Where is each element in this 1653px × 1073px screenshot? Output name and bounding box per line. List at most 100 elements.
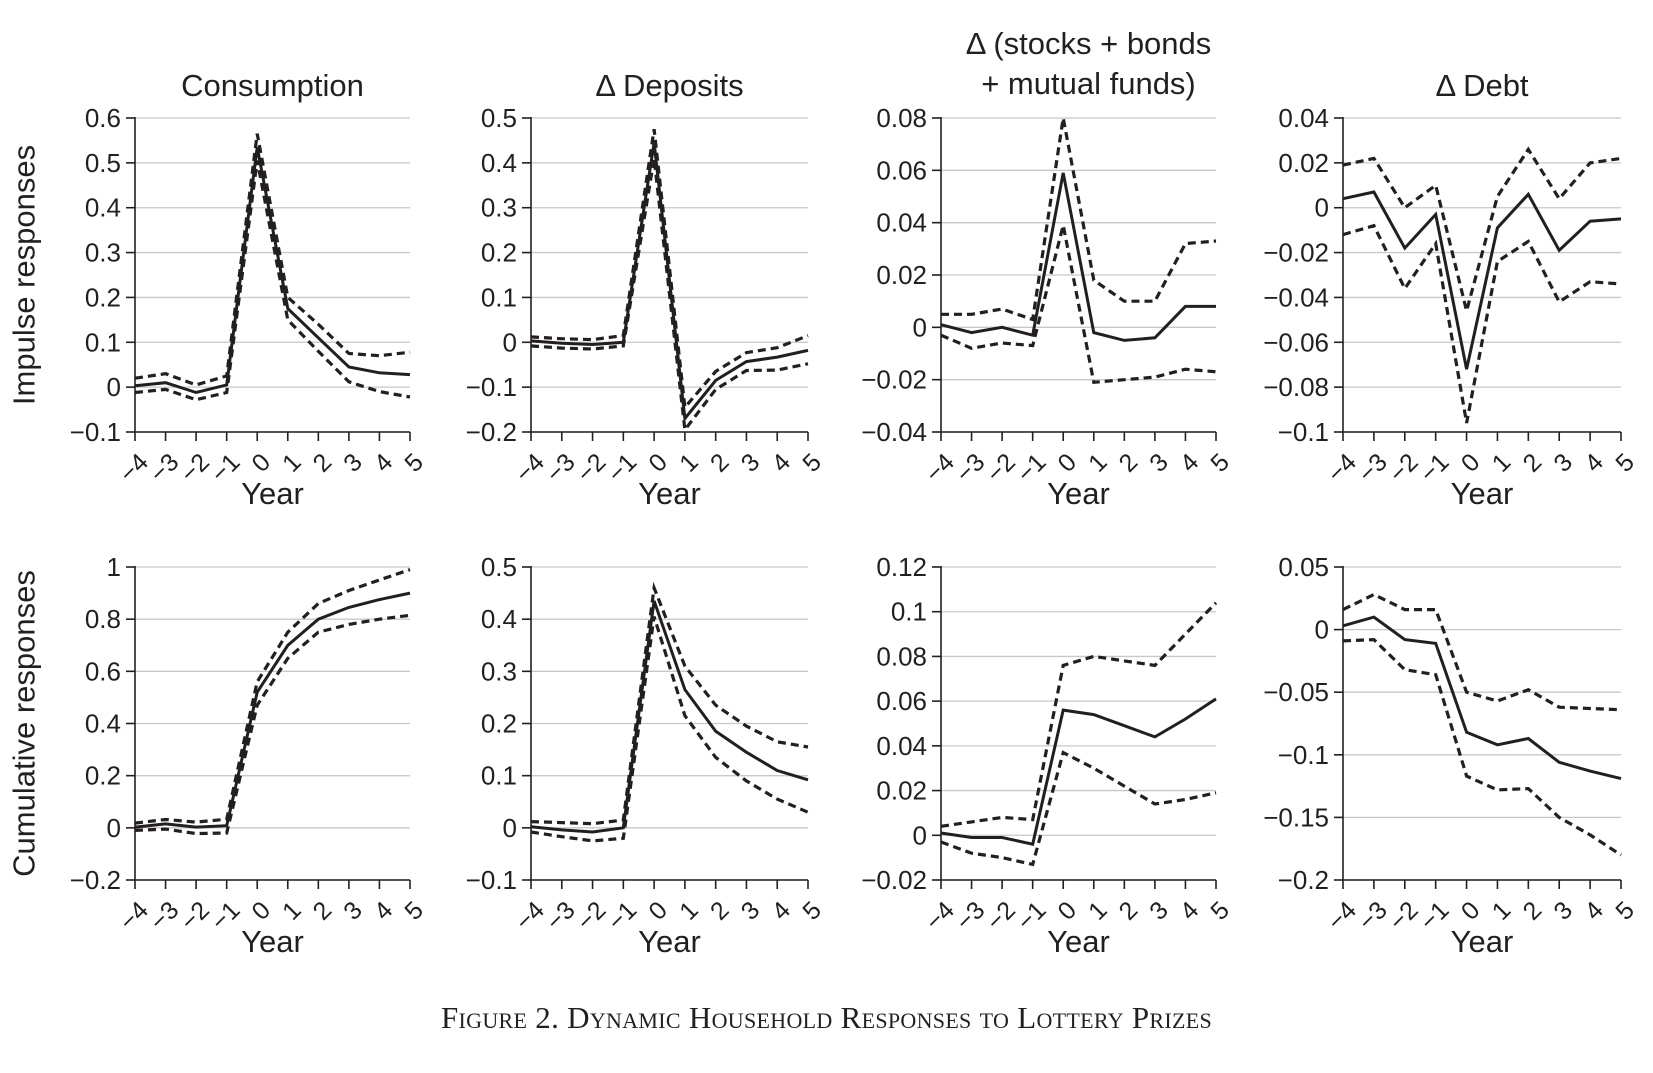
y-tick-label: −0.1	[466, 865, 517, 895]
panel-1: −0.100.10.20.30.40.50.6−4−3−2−1 0 1 2 3 4 5Yea…	[70, 68, 429, 511]
panel-4: −0.1−0.08−0.06−0.04−0.0200.020.04−4−3−2−…	[1263, 68, 1640, 511]
x-tick-label: 2	[1114, 448, 1144, 478]
y-tick-label: 0.3	[481, 656, 517, 686]
upper-bound-line	[530, 581, 809, 826]
x-axis-label: Year	[1047, 924, 1110, 959]
y-tick-label: 0	[503, 813, 517, 843]
x-tick-label: −1	[602, 896, 642, 936]
x-tick-label: 0	[246, 448, 276, 478]
x-tick-label: 1	[1487, 896, 1517, 926]
y-tick-label: 0	[1315, 193, 1329, 223]
y-tick-label: −0.2	[1278, 865, 1329, 895]
y-tick-label: 0.08	[876, 641, 927, 671]
y-tick-label: −0.1	[1278, 740, 1329, 770]
panel-title: Δ Deposits	[595, 68, 743, 103]
x-axis-label: Year	[1047, 476, 1110, 511]
row-label-cumulative: Cumulative responses	[7, 570, 42, 877]
y-tick-label: 0	[503, 327, 517, 357]
lower-bound-line	[940, 224, 1217, 385]
y-tick-label: 0.1	[481, 761, 517, 791]
panel-title: + mutual funds)	[981, 66, 1196, 101]
x-tick-label: 0	[1456, 448, 1486, 478]
x-tick-label: 5	[399, 448, 429, 478]
y-tick-label: 0.4	[85, 193, 121, 223]
x-tick-label: −1	[1012, 896, 1052, 936]
y-tick-label: 0.02	[876, 776, 927, 806]
y-tick-label: 0.2	[85, 282, 121, 312]
y-tick-label: −0.04	[1263, 282, 1329, 312]
x-tick-label: 4	[766, 448, 796, 478]
panel-title: Δ (stocks + bonds	[966, 26, 1212, 61]
x-tick-label: 5	[1205, 448, 1235, 478]
figure-caption: Figure 2. Dynamic Household Responses to…	[440, 1000, 1213, 1035]
x-tick-label: 2	[1518, 448, 1548, 478]
x-tick-label: 1	[1487, 448, 1517, 478]
y-tick-label: 0.12	[876, 552, 927, 582]
y-tick-label: −0.15	[1263, 802, 1329, 832]
x-axis-label: Year	[1451, 924, 1514, 959]
y-tick-label: 0	[107, 372, 121, 402]
x-axis-label: Year	[1451, 476, 1514, 511]
y-tick-label: 0	[913, 820, 927, 850]
x-tick-label: −1	[206, 448, 246, 488]
y-tick-label: 0.4	[85, 709, 121, 739]
x-tick-label: 2	[1114, 896, 1144, 926]
y-tick-label: 0.08	[876, 103, 927, 133]
x-tick-label: 3	[338, 448, 368, 478]
x-tick-label: 5	[1610, 448, 1640, 478]
y-tick-label: −0.05	[1263, 677, 1329, 707]
y-tick-label: 0.2	[481, 709, 517, 739]
y-tick-label: 0.3	[481, 193, 517, 223]
x-tick-label: 4	[1579, 448, 1609, 478]
y-tick-label: 0.2	[481, 238, 517, 268]
x-tick-label: 4	[1175, 896, 1205, 926]
x-tick-label: 0	[1456, 896, 1486, 926]
y-tick-label: 0.04	[1278, 103, 1329, 133]
x-axis-label: Year	[241, 476, 304, 511]
x-tick-label: 3	[1548, 448, 1578, 478]
x-tick-label: 0	[246, 896, 276, 926]
upper-bound-line	[134, 568, 411, 825]
y-tick-label: 0.4	[481, 604, 517, 634]
estimate-line	[940, 172, 1216, 342]
upper-bound-line	[1342, 146, 1622, 312]
lower-bound-line	[1342, 637, 1622, 857]
y-tick-label: 0.06	[876, 686, 927, 716]
upper-bound-line	[1342, 592, 1622, 712]
y-tick-label: 0.5	[481, 103, 517, 133]
y-tick-label: −0.1	[466, 372, 517, 402]
x-tick-label: 3	[736, 448, 766, 478]
lower-bound-line	[530, 616, 809, 843]
y-tick-label: 0.5	[481, 552, 517, 582]
estimate-line	[1342, 615, 1622, 781]
y-tick-label: −0.2	[70, 865, 121, 895]
lower-bound-line	[940, 750, 1217, 867]
x-tick-label: −1	[206, 896, 246, 936]
x-tick-label: 2	[1518, 896, 1548, 926]
x-tick-label: 0	[1052, 896, 1082, 926]
y-tick-label: 0.04	[876, 731, 927, 761]
lower-bound-line	[530, 158, 809, 434]
x-tick-label: 1	[1083, 448, 1113, 478]
x-tick-label: 4	[369, 448, 399, 478]
x-tick-label: 0	[643, 448, 673, 478]
y-tick-label: 0	[913, 312, 927, 342]
y-tick-label: 0.6	[85, 656, 121, 686]
y-tick-label: −0.06	[1263, 327, 1329, 357]
x-tick-label: 4	[1579, 896, 1609, 926]
x-tick-label: 3	[1144, 896, 1174, 926]
x-axis-label: Year	[241, 924, 304, 959]
x-tick-label: 3	[338, 896, 368, 926]
y-tick-label: 0.02	[1278, 148, 1329, 178]
upper-bound-line	[530, 128, 809, 412]
x-tick-label: 1	[277, 448, 307, 478]
y-tick-label: 0.4	[481, 148, 517, 178]
figure-panel-grid: Impulse responses Cumulative responses −0.…	[7, 26, 1640, 959]
row-label-impulse: Impulse responses	[7, 145, 42, 405]
y-tick-label: 0.06	[876, 155, 927, 185]
estimate-line	[1342, 190, 1622, 370]
y-tick-label: 0.04	[876, 208, 927, 238]
y-tick-label: 0.3	[85, 238, 121, 268]
x-tick-label: 1	[674, 448, 704, 478]
